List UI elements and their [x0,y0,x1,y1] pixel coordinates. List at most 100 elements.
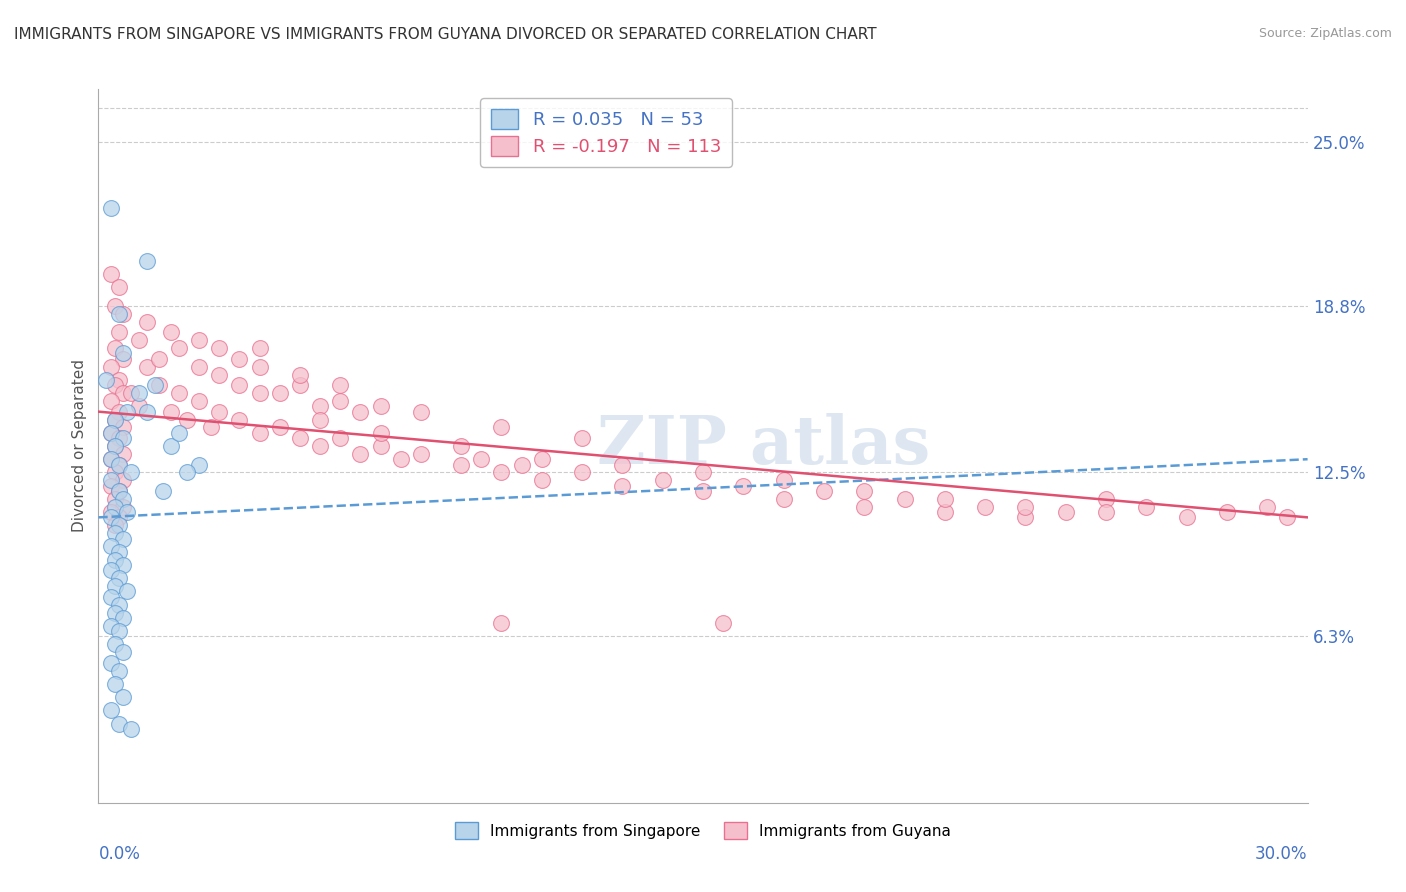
Point [100,474,122,488]
Point [152,483,174,498]
Text: IMMIGRANTS FROM SINGAPORE VS IMMIGRANTS FROM GUYANA DIVORCED OR SEPARATED CORREL: IMMIGRANTS FROM SINGAPORE VS IMMIGRANTS … [14,27,877,42]
Point [107,518,129,533]
Point [143,378,166,392]
Point [107,404,129,418]
Point [692,466,714,480]
Point [249,359,271,374]
Point [269,386,291,401]
Point [370,400,392,414]
Point [733,478,755,492]
Point [711,616,734,631]
Point [530,452,553,467]
Point [100,267,122,281]
Point [148,378,170,392]
Point [370,439,392,453]
Point [135,359,157,374]
Point [103,412,125,426]
Point [329,394,352,409]
Point [1095,505,1118,519]
Point [288,368,311,382]
Point [120,386,142,401]
Point [100,590,122,604]
Point [530,474,553,488]
Point [491,466,513,480]
Point [103,518,125,533]
Point [103,552,125,566]
Point [228,378,250,392]
Point [1014,500,1036,514]
Point [107,280,129,294]
Point [651,474,673,488]
Point [228,412,250,426]
Text: 30.0%: 30.0% [1256,845,1308,863]
Point [107,545,129,559]
Point [309,412,332,426]
Point [115,505,138,519]
Point [409,447,432,461]
Point [160,439,183,453]
Point [893,491,915,506]
Point [107,483,129,498]
Point [389,452,412,467]
Point [103,412,125,426]
Point [100,425,122,440]
Point [510,458,533,472]
Point [103,341,125,355]
Point [692,483,714,498]
Point [128,333,150,347]
Point [349,447,371,461]
Point [329,378,352,392]
Point [974,500,997,514]
Text: ZIP atlas: ZIP atlas [596,414,931,478]
Point [111,474,134,488]
Point [100,563,122,577]
Point [111,690,134,704]
Point [208,404,231,418]
Point [612,478,634,492]
Point [120,722,142,736]
Point [188,458,211,472]
Point [103,299,125,313]
Point [571,431,593,445]
Point [148,351,170,366]
Point [249,386,271,401]
Point [249,341,271,355]
Point [167,341,190,355]
Point [228,351,250,366]
Point [329,431,352,445]
Point [100,201,122,215]
Point [103,579,125,593]
Point [100,510,122,524]
Point [107,483,129,498]
Point [249,425,271,440]
Point [1054,505,1077,519]
Point [100,359,122,374]
Point [100,452,122,467]
Point [188,359,211,374]
Point [772,474,794,488]
Point [370,425,392,440]
Point [107,373,129,387]
Text: Source: ZipAtlas.com: Source: ZipAtlas.com [1258,27,1392,40]
Point [208,341,231,355]
Point [115,404,138,418]
Point [103,526,125,541]
Point [167,425,190,440]
Point [160,404,183,418]
Point [409,404,432,418]
Point [288,378,311,392]
Point [135,404,157,418]
Point [107,716,129,731]
Point [853,500,876,514]
Point [934,505,956,519]
Point [853,483,876,498]
Point [100,505,122,519]
Point [269,420,291,434]
Point [470,452,492,467]
Point [1095,491,1118,506]
Point [111,500,134,514]
Point [349,404,371,418]
Point [115,584,138,599]
Point [107,664,129,678]
Point [160,326,183,340]
